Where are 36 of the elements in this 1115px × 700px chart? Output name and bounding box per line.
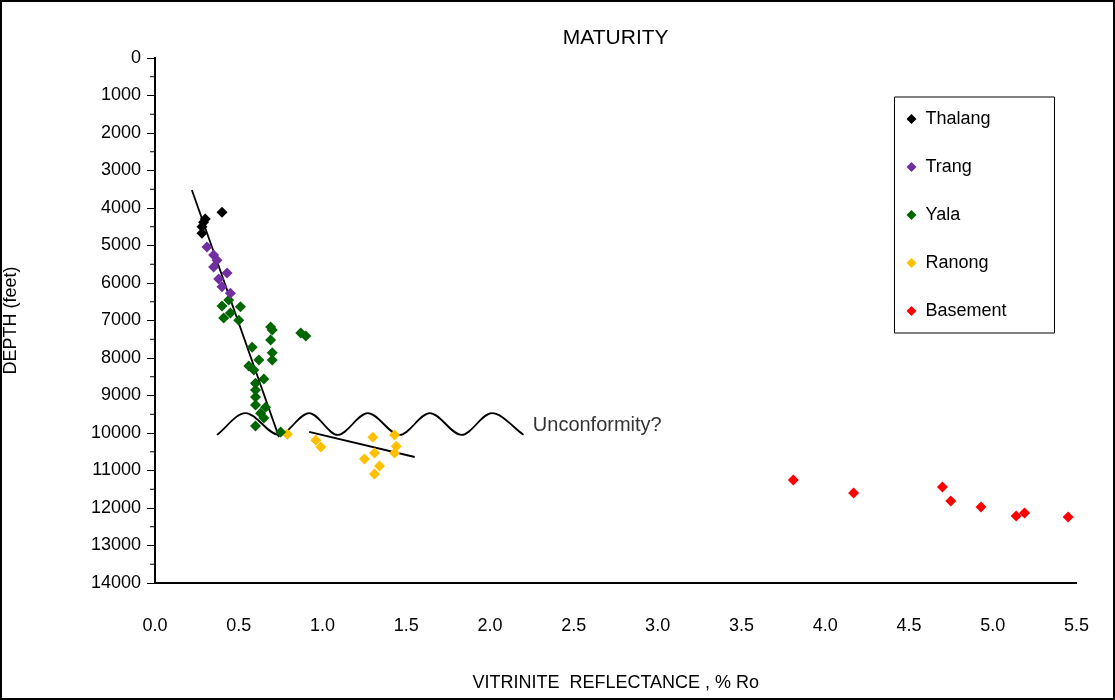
y-tick-label: 9000 bbox=[100, 384, 141, 405]
y-tick-label: 7000 bbox=[100, 309, 141, 330]
y-tick-label: 1000 bbox=[100, 84, 141, 105]
x-tick-label: 1.0 bbox=[310, 614, 336, 635]
y-tick-label: 3000 bbox=[100, 159, 141, 180]
legend-label: Ranong bbox=[925, 251, 989, 272]
x-tick-label: 2.0 bbox=[477, 614, 503, 635]
x-tick-label: 4.5 bbox=[896, 614, 922, 635]
annotation: Unconformity? bbox=[532, 413, 662, 436]
chart-title: MATURITY bbox=[562, 24, 669, 48]
x-tick-label: 2.5 bbox=[561, 614, 587, 635]
x-tick-label: 4.0 bbox=[812, 614, 838, 635]
legend-label: Yala bbox=[925, 203, 962, 224]
x-tick-label: 1.5 bbox=[393, 614, 419, 635]
y-tick-label: 12000 bbox=[90, 496, 141, 517]
x-tick-label: 0.5 bbox=[226, 614, 252, 635]
x-tick-label: 3.0 bbox=[645, 614, 671, 635]
y-tick-label: 4000 bbox=[100, 196, 141, 217]
y-axis-title: DEPTH (feet) bbox=[0, 266, 20, 375]
y-tick-label: 10000 bbox=[90, 421, 141, 442]
legend-label: Trang bbox=[925, 155, 972, 176]
x-tick-label: 3.5 bbox=[728, 614, 754, 635]
legend-label: Thalang bbox=[925, 107, 991, 128]
x-tick-label: 5.0 bbox=[980, 614, 1006, 635]
y-tick-label: 5000 bbox=[100, 234, 141, 255]
legend-label: Basement bbox=[925, 299, 1007, 320]
y-tick-label: 8000 bbox=[100, 346, 141, 367]
x-axis-title: VITRINITE REFLECTANCE , % Ro bbox=[472, 672, 760, 693]
y-tick-label: 11000 bbox=[92, 459, 141, 480]
y-tick-label: 6000 bbox=[100, 271, 141, 292]
x-tick-label: 0.0 bbox=[142, 614, 168, 635]
y-tick-label: 14000 bbox=[90, 571, 141, 592]
y-tick-label: 2000 bbox=[100, 121, 141, 142]
y-tick-label: 13000 bbox=[90, 534, 141, 555]
x-tick-label: 5.5 bbox=[1063, 614, 1089, 635]
y-tick-label: 0 bbox=[130, 46, 141, 67]
